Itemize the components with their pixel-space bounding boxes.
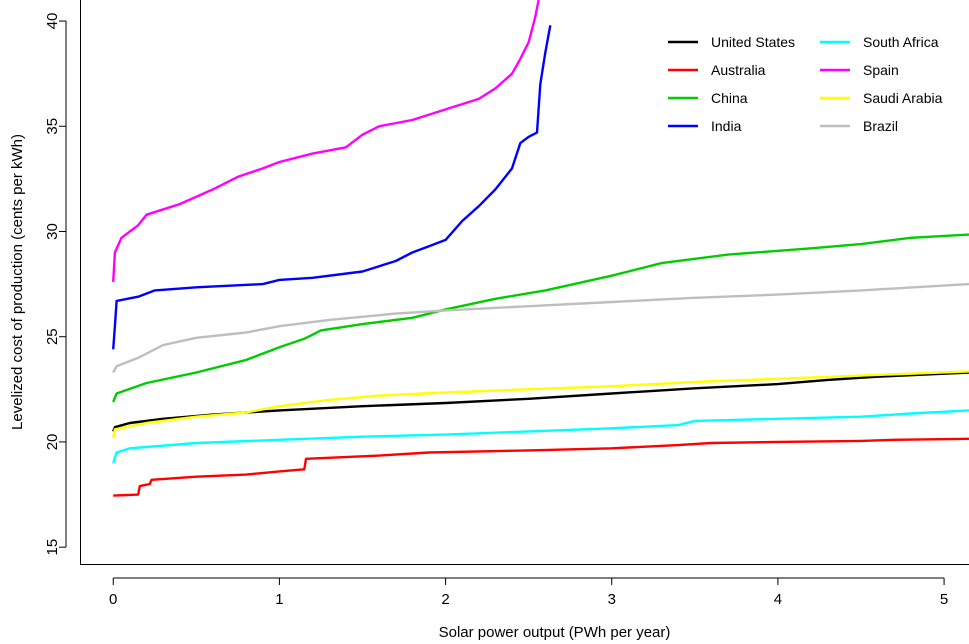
legend-label: Australia xyxy=(711,62,766,78)
series-line-australia xyxy=(113,437,969,497)
y-tick-label: 25 xyxy=(44,328,61,345)
plot-frame xyxy=(80,0,969,565)
x-tick-label: 0 xyxy=(109,591,117,608)
series-line-china xyxy=(112,233,969,403)
y-axis-label: Levelized cost of production (cents per … xyxy=(9,134,26,430)
x-axis-label: Solar power output (PWh per year) xyxy=(439,624,671,641)
x-tick-label: 2 xyxy=(441,591,449,608)
series-line-south-africa xyxy=(112,409,969,464)
y-axis: 15 20 25 30 35 40 xyxy=(44,13,67,556)
legend-label: Saudi Arabia xyxy=(863,90,943,106)
series-line-india xyxy=(112,25,552,350)
x-tick-label: 4 xyxy=(774,591,782,608)
y-tick-label: 15 xyxy=(44,539,61,556)
legend-label: India xyxy=(711,118,742,134)
x-axis: 0 1 2 3 4 5 xyxy=(109,577,948,608)
legend: United States Australia China India South Af… xyxy=(668,34,943,134)
y-tick-label: 40 xyxy=(44,13,61,30)
y-tick-label: 30 xyxy=(44,223,61,240)
y-tick-label: 35 xyxy=(44,118,61,135)
legend-label: Brazil xyxy=(863,118,898,134)
series-line-united-states xyxy=(112,371,969,432)
y-tick-label: 20 xyxy=(44,434,61,451)
series-line-brazil xyxy=(112,282,969,374)
series-layer xyxy=(112,0,969,497)
legend-label: China xyxy=(711,90,748,106)
x-tick-label: 5 xyxy=(940,591,948,608)
x-tick-label: 3 xyxy=(608,591,616,608)
legend-label: Spain xyxy=(863,62,899,78)
series-line-saudi-arabia xyxy=(112,370,969,438)
legend-label: United States xyxy=(711,34,795,50)
x-tick-label: 1 xyxy=(275,591,283,608)
series-line-spain xyxy=(112,0,540,283)
legend-label: South Africa xyxy=(863,34,939,50)
